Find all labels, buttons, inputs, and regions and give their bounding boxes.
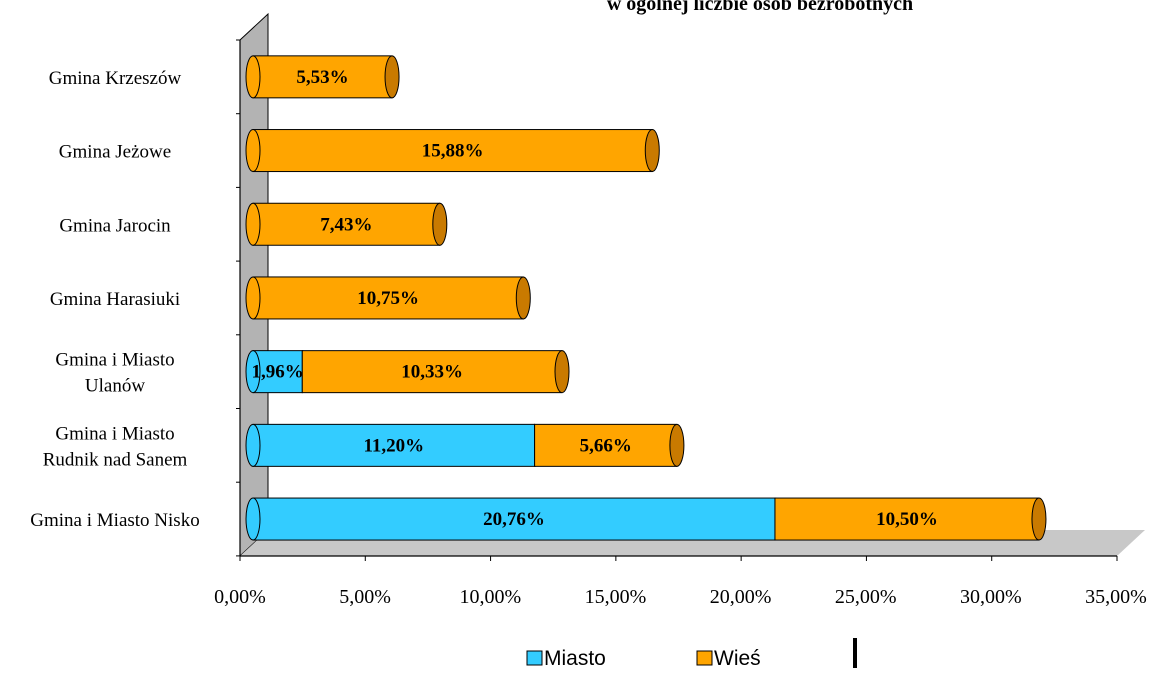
bar-start-cap [245, 129, 261, 173]
bar-miasto-gmina-i-miasto-rudnik-nad-sanem [252, 423, 536, 467]
bar-start-cap [245, 350, 261, 394]
data-label-miasto-gmina-i-miasto-rudnik-nad-sanem: 11,20% [363, 435, 424, 456]
bar-end-cap [1031, 497, 1047, 541]
bar-start-cap [245, 497, 261, 541]
data-label-wies-gmina-harasiuki: 10,75% [357, 288, 419, 309]
data-label-miasto-gmina-i-miasto-ulan-w: 1,96% [252, 362, 304, 383]
x-tick-label: 30,00% [960, 586, 1022, 608]
x-tick-label: 0,00% [214, 586, 266, 608]
bar-wies-gmina-i-miasto-nisko [774, 497, 1040, 541]
category-label-gmina-krzesz-w: Gmina Krzeszów [49, 68, 182, 89]
bar-miasto-gmina-i-miasto-nisko [252, 497, 776, 541]
bar-end-cap [515, 276, 531, 320]
category-label-gmina-jarocin: Gmina Jarocin [59, 215, 171, 236]
x-tick-label: 20,00% [710, 586, 772, 608]
legend-label-miasto: Miasto [544, 647, 606, 670]
bar-start-cap [245, 423, 261, 467]
category-label-gmina-i-miasto-nisko: Gmina i Miasto Nisko [30, 510, 199, 531]
bar-end-cap [644, 129, 660, 173]
bar-end-cap [669, 423, 685, 467]
bars-group: 5,53% 15,88% 7,43% 10,75% 1,96% 10,33% 11,20% 5… [245, 55, 1047, 541]
x-tick-label: 5,00% [339, 586, 391, 608]
data-label-wies-gmina-krzesz-w: 5,53% [296, 67, 348, 88]
x-tick-label: 25,00% [835, 586, 897, 608]
x-tick-label: 15,00% [585, 586, 647, 608]
data-label-wies-gmina-i-miasto-nisko: 10,50% [876, 509, 938, 530]
bar-end-cap [384, 55, 400, 99]
chart-title: w ogólnej liczbie osób bezrobotnych [607, 0, 913, 15]
x-tick-label: 35,00% [1085, 586, 1147, 608]
bar-wies-gmina-i-miasto-ulan-w [301, 350, 563, 394]
bar-start-cap [245, 55, 261, 99]
legend-swatch-wies [696, 650, 713, 666]
category-labels: Gmina Krzeszów Gmina Jeżowe Gmina Jarocin G… [30, 68, 199, 531]
bar-wies-gmina-i-miasto-rudnik-nad-sanem [534, 423, 678, 467]
bar-end-cap [432, 202, 448, 246]
legend-marker [853, 638, 857, 668]
bar-start-cap [245, 276, 261, 320]
category-label-gmina-i-miasto-rudnik-nad-sanem: Gmina i Miasto Rudnik nad Sanem [43, 423, 188, 470]
category-label-gmina-harasiuki: Gmina Harasiuki [50, 289, 180, 310]
category-label-gmina-je-owe: Gmina Jeżowe [59, 142, 171, 163]
data-label-wies-gmina-je-owe: 15,88% [422, 141, 484, 162]
bar-start-cap [245, 202, 261, 246]
data-label-wies-gmina-i-miasto-ulan-w: 10,33% [401, 362, 463, 383]
data-label-miasto-gmina-i-miasto-nisko: 20,76% [483, 509, 545, 530]
y-axis-ticks [236, 39, 240, 557]
x-tick-label: 10,00% [459, 586, 521, 608]
legend-swatch-miasto [526, 650, 543, 666]
x-axis-ticks: 0,00% 5,00% 10,00% 15,00% 20,00% 25,00% 30,00%… [214, 556, 1147, 608]
category-label-gmina-i-miasto-ulan-w: Gmina i Miasto Ulanów [55, 350, 174, 397]
legend-label-wies: Wieś [714, 647, 761, 670]
data-label-wies-gmina-jarocin: 7,43% [320, 214, 372, 235]
legend: Miasto Wieś [526, 638, 857, 670]
data-label-wies-gmina-i-miasto-rudnik-nad-sanem: 5,66% [580, 435, 632, 456]
bar-end-cap [554, 350, 570, 394]
